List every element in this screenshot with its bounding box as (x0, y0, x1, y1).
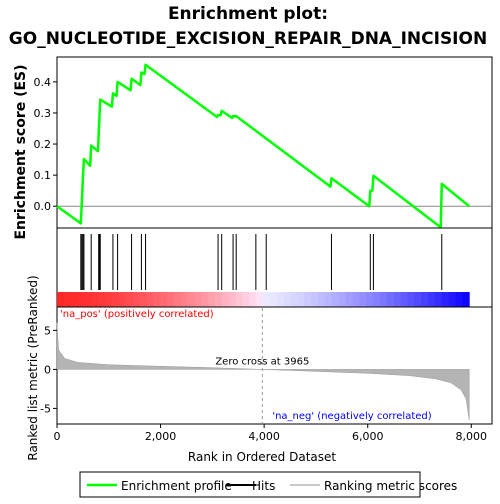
rank-color-bar-segment (290, 292, 298, 307)
rank-color-bar-segment (194, 292, 202, 307)
rank-color-bar-segment (331, 292, 340, 307)
rank-color-bar-segment (256, 292, 264, 307)
zero-cross-label: Zero cross at 3965 (215, 356, 309, 367)
rank-color-bar-segment (352, 292, 360, 307)
enrichment-profile-line (56, 63, 471, 229)
rank-color-bar-segment (263, 292, 271, 307)
rank-color-bar-segment (304, 292, 312, 307)
rank-color-bar-segment (434, 292, 443, 307)
rank-color-bar-segment (318, 292, 326, 307)
es-y-tick-label: 0.2 (34, 138, 52, 151)
rank-y-tick-label: -5 (40, 402, 51, 415)
rank-color-bar-segment (173, 292, 182, 307)
rank-color-bar-segment (338, 292, 347, 307)
rank-color-bar-segment (208, 292, 216, 307)
rank-color-bar-segment (228, 292, 237, 307)
rank-color-bar-segment (132, 292, 140, 307)
x-tick-label: 0 (54, 430, 61, 443)
rank-color-bar-segment (407, 292, 415, 307)
es-axis-label: Enrichment score (ES) (13, 64, 29, 239)
rank-color-bar-segment (421, 292, 429, 307)
rank-color-bar-segment (297, 292, 305, 307)
x-tick-label: 2,000 (145, 430, 177, 443)
pos-correlated-label: 'na_pos' (positively correlated) (60, 309, 214, 320)
chart-title: Enrichment plot: (168, 4, 328, 24)
rank-color-bar-segment (187, 292, 195, 307)
rank-color-bar-segment (462, 292, 470, 307)
rank-color-bar-segment (269, 292, 278, 307)
es-y-tick-label: 0.1 (34, 169, 52, 182)
rank-color-bar-segment (166, 292, 175, 307)
legend-label: Enrichment profile (121, 479, 232, 493)
rank-color-bar-segment (146, 292, 154, 307)
rank-color-bar-segment (400, 292, 408, 307)
rank-color-bar-segment (359, 292, 367, 307)
rank-y-tick-label: 0 (44, 363, 51, 376)
rank-color-bar-segment (180, 292, 189, 307)
rank-color-bar-segment (221, 292, 230, 307)
rank-color-bar-segment (160, 292, 168, 307)
rank-color-bar-segment (366, 292, 374, 307)
ranking-metric-area (56, 322, 470, 421)
rank-color-bar-segment (448, 292, 456, 307)
es-y-tick-label: 0.3 (34, 107, 52, 120)
rank-color-bar-segment (215, 292, 223, 307)
x-tick-label: 6,000 (352, 430, 384, 443)
rank-color-bar-segment (111, 292, 120, 307)
rank-color-bar-segment (379, 292, 388, 307)
rank-panel: -5 0 5 0 2,000 4,000 6,000 8,000 'na_pos' (posit… (40, 306, 493, 443)
rank-color-bar-segment (70, 292, 79, 307)
rank-color-bar-segment (125, 292, 134, 307)
rank-y-tick-label: 5 (44, 324, 51, 337)
x-axis-label: Rank in Ordered Dataset (188, 450, 336, 464)
legend-label: Ranking metric scores (324, 479, 457, 493)
rank-color-bar-segment (386, 292, 395, 307)
rank-color-bar-segment (91, 292, 99, 307)
rank-color-bar-segment (455, 292, 463, 307)
rank-axis-label: Ranked list metric (PreRanked) (26, 275, 40, 460)
es-y-tick-label: 0.4 (34, 76, 52, 89)
rank-color-bar-segment (311, 292, 319, 307)
rank-color-bar-segment (63, 292, 72, 307)
rank-color-bar-segment (441, 292, 450, 307)
es-y-tick-label: 0.0 (34, 200, 52, 213)
rank-color-bar-segment (118, 292, 127, 307)
neg-correlated-label: 'na_neg' (negatively correlated) (272, 411, 431, 422)
rank-color-bar-segment (77, 292, 85, 307)
legend-label: Hits (252, 479, 275, 493)
rank-color-bar-segment (84, 292, 92, 307)
rank-color-bar-segment (414, 292, 422, 307)
rank-color-bar-segment (201, 292, 209, 307)
rank-color-bar-segment (345, 292, 353, 307)
rank-color-bar-segment (324, 292, 333, 307)
rank-color-bar-segment (139, 292, 147, 307)
rank-color-bar-segment (427, 292, 436, 307)
es-panel: 0.0 0.1 0.2 0.3 0.4 (34, 56, 493, 229)
rank-color-bar-segment (235, 292, 243, 307)
rank-color-bar-segment (57, 292, 65, 307)
rank-color-bar-segment (276, 292, 285, 307)
rank-color-bar-segment (98, 292, 106, 307)
es-plot-area (56, 56, 493, 229)
rank-color-bar-segment (373, 292, 381, 307)
x-tick-label: 4,000 (248, 430, 280, 443)
rank-color-bar-segment (249, 292, 257, 307)
rank-color-bar-segment (393, 292, 402, 307)
hits-panel (56, 227, 493, 308)
rank-color-bar-segment (105, 292, 113, 307)
rank-color-bar-segment (153, 292, 161, 307)
x-tick-label: 8,000 (456, 430, 488, 443)
legend: Enrichment profile Hits Ranking metric sco… (79, 471, 457, 498)
rank-color-bar-segment (242, 292, 250, 307)
chart-subtitle: GO_NUCLEOTIDE_EXCISION_REPAIR_DNA_INCISI… (9, 29, 487, 49)
rank-color-bar-segment (283, 292, 292, 307)
